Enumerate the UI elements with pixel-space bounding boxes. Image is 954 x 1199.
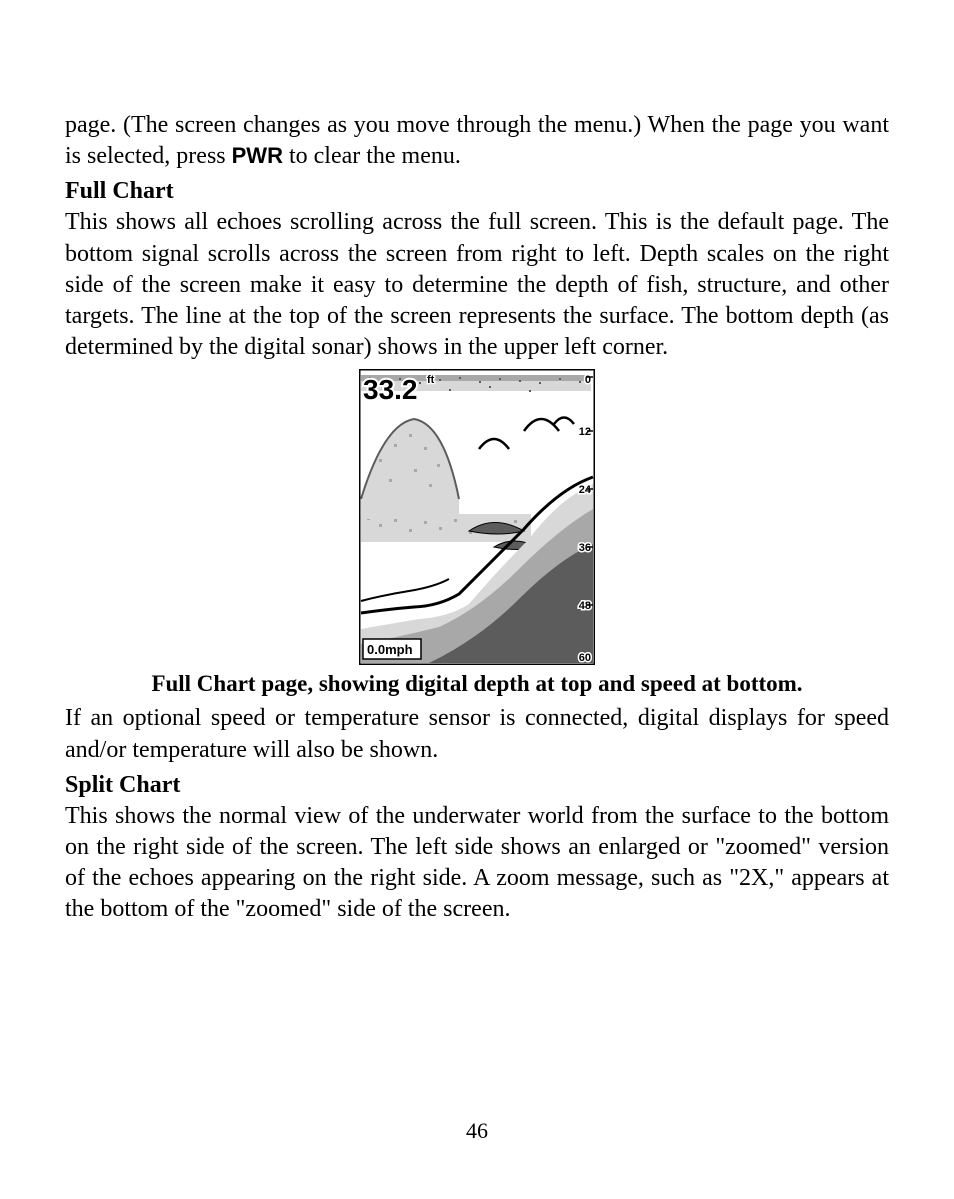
sensor-paragraph: If an optional speed or temperature sens…: [65, 703, 889, 765]
split-chart-heading: Split Chart: [65, 772, 889, 799]
intro-paragraph: page. (The screen changes as you move th…: [65, 110, 889, 172]
scale-tick-36: 36: [579, 542, 591, 554]
full-chart-paragraph: This shows all echoes scrolling across t…: [65, 207, 889, 363]
sonar-screenshot: 0 12 24 36 48 60 33.2: [359, 369, 595, 665]
page-number: 46: [0, 1118, 954, 1144]
sonar-figure-wrap: 0 12 24 36 48 60 33.2: [65, 369, 889, 665]
document-page: page. (The screen changes as you move th…: [0, 0, 954, 1199]
scale-tick-12: 12: [579, 426, 591, 438]
depth-value: 33.2: [363, 374, 418, 405]
speed-readout-box: 0.0mph: [363, 639, 421, 659]
scale-tick-48: 48: [579, 600, 591, 612]
depth-unit: ft: [427, 374, 435, 386]
scale-tick-0: 0: [585, 374, 591, 386]
scale-tick-24: 24: [579, 484, 592, 496]
full-chart-heading: Full Chart: [65, 178, 889, 205]
pwr-key-label: PWR: [232, 143, 283, 168]
scale-tick-60: 60: [579, 652, 591, 664]
figure-caption: Full Chart page, showing digital depth a…: [65, 671, 889, 697]
split-chart-paragraph: This shows the normal view of the underw…: [65, 801, 889, 926]
intro-text-before: page. (The screen changes as you move th…: [65, 112, 889, 169]
intro-text-after: to clear the menu.: [283, 143, 461, 169]
speed-value: 0.0mph: [367, 642, 413, 657]
